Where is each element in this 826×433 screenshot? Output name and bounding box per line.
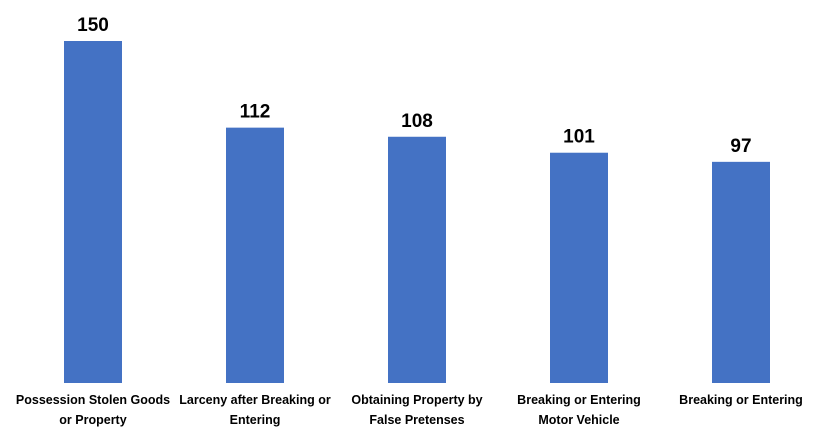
value-label: 97 [730,136,751,157]
x-tick-label: Obtaining Property by False Pretenses [351,393,483,427]
value-label: 101 [563,127,595,148]
x-tick-label: Possession Stolen Goods or Property [15,393,171,427]
bar [550,152,608,383]
bar [226,127,284,383]
bar [64,41,122,383]
value-label: 150 [77,15,109,36]
bar [712,161,770,383]
bar [388,136,446,383]
value-label: 112 [240,102,271,123]
value-label: 108 [401,111,433,132]
x-tick-label: Larceny after Breaking or Entering [179,393,331,427]
x-tick-label: Breaking or Entering Motor Vehicle [517,393,641,427]
x-tick-label: Breaking or Entering [679,393,803,407]
